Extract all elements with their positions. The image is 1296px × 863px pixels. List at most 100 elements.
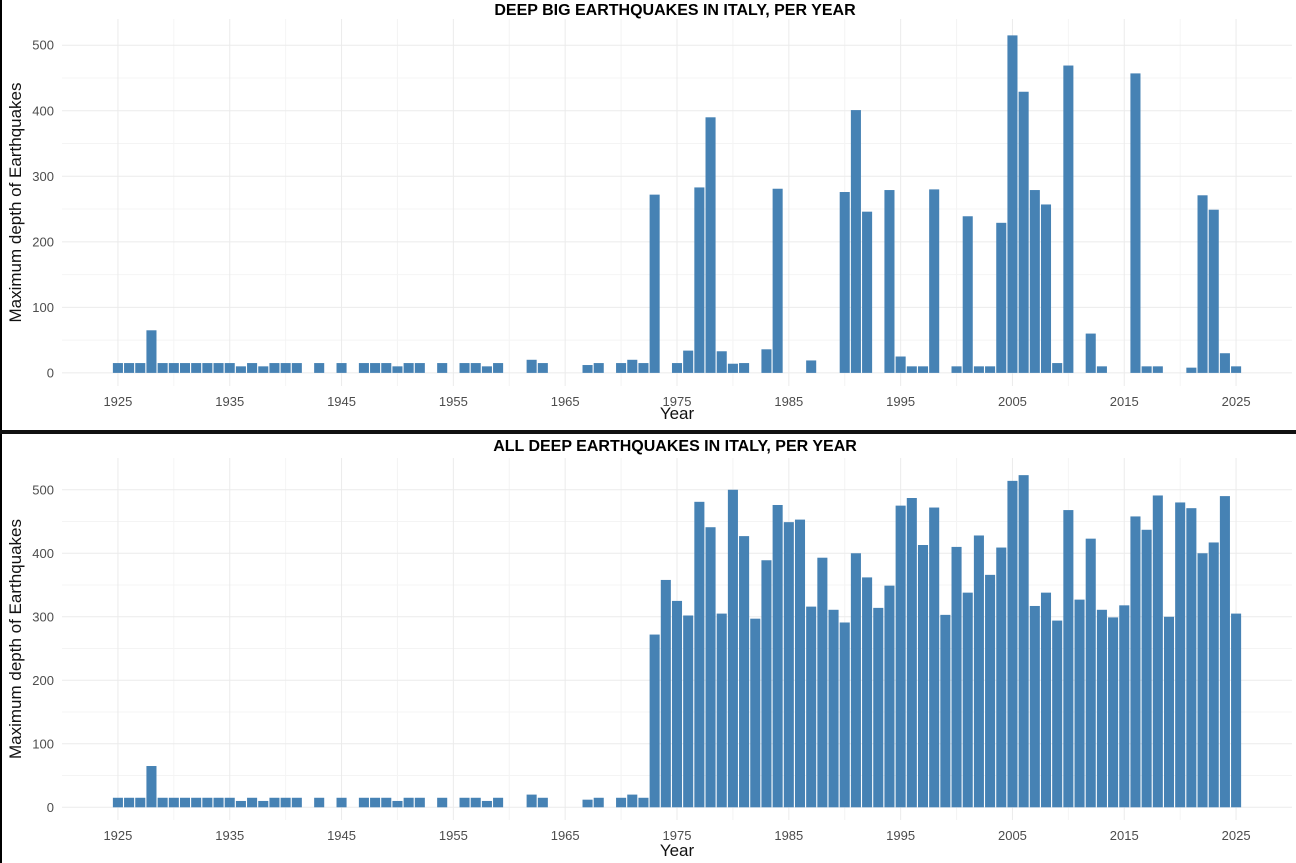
bar: [705, 117, 716, 373]
bar: [403, 797, 414, 808]
bar: [705, 527, 716, 808]
bar: [314, 363, 325, 373]
bar: [459, 797, 470, 808]
bar: [671, 363, 683, 373]
bar: [627, 794, 638, 808]
bar: [437, 797, 448, 808]
x-tick-label: 1985: [774, 828, 803, 843]
bar: [884, 190, 895, 373]
x-tick-label: 1995: [886, 394, 915, 409]
bar: [582, 365, 593, 373]
bar: [358, 797, 369, 808]
bar: [1018, 475, 1029, 808]
bar: [616, 797, 627, 808]
bar: [940, 614, 951, 808]
bar: [1130, 73, 1141, 373]
bar: [627, 359, 638, 373]
y-tick-label: 0: [47, 800, 54, 815]
x-tick-label: 1965: [551, 828, 580, 843]
x-axis-label: Year: [660, 841, 695, 860]
bar: [694, 187, 705, 373]
bar: [392, 800, 403, 808]
bar: [247, 363, 258, 373]
bar: [235, 800, 246, 808]
bar: [481, 366, 492, 373]
bar: [739, 536, 750, 808]
bar: [1219, 353, 1230, 373]
bar: [213, 797, 224, 808]
bar: [638, 363, 649, 373]
bar: [1040, 592, 1052, 808]
chart-panel-bottom: 0 100 200 300 400 500 1925 1935 1945 1955 1965 1975…: [0, 434, 1296, 863]
bar: [1040, 204, 1052, 373]
bar: [772, 504, 783, 808]
bar: [1007, 35, 1018, 373]
bar: [168, 797, 179, 808]
bar: [1119, 605, 1130, 808]
bar: [850, 553, 861, 808]
bar: [403, 363, 414, 373]
x-tick-label: 2025: [1222, 828, 1251, 843]
bar: [985, 366, 996, 373]
bar: [370, 797, 381, 808]
bar: [537, 363, 548, 373]
bar: [1130, 516, 1141, 808]
bar: [358, 363, 369, 373]
x-tick-label: 1935: [215, 394, 244, 409]
bar: [1197, 195, 1208, 373]
bar: [996, 222, 1007, 373]
bar: [314, 797, 325, 808]
x-tick-label: 1935: [215, 828, 244, 843]
bar: [917, 366, 929, 373]
bar: [593, 797, 604, 808]
bar: [1152, 366, 1163, 373]
y-axis-label: Maximum depth of Earthquakes: [6, 82, 25, 322]
bar: [124, 363, 135, 373]
bar: [258, 800, 269, 808]
bar: [459, 363, 470, 373]
bar: [235, 366, 246, 373]
bar: [191, 797, 202, 808]
chart-bottom-svg: 0 100 200 300 400 500 1925 1935 1945 1955 1965 1975…: [6, 438, 1292, 860]
bar: [1231, 366, 1242, 373]
bar: [917, 545, 929, 808]
bar: [1108, 617, 1119, 808]
x-tick-label: 1955: [439, 394, 468, 409]
bar: [202, 797, 213, 808]
bar: [973, 535, 984, 808]
bar: [135, 797, 146, 808]
y-tick-label: 500: [32, 482, 54, 497]
bar: [1085, 333, 1096, 373]
bar: [1152, 495, 1163, 808]
bar: [135, 363, 146, 373]
bar: [124, 797, 135, 808]
bar: [1063, 65, 1074, 373]
bar: [739, 363, 750, 373]
bar: [291, 363, 302, 373]
bar: [1186, 367, 1197, 373]
bar: [850, 110, 861, 373]
bar: [526, 359, 537, 373]
bar: [381, 363, 392, 373]
x-tick-label: 1945: [327, 394, 356, 409]
y-tick-label: 300: [32, 609, 54, 624]
bar: [839, 192, 850, 373]
bar: [761, 560, 772, 808]
x-tick-label: 2015: [1110, 828, 1139, 843]
x-tick-label: 1925: [103, 394, 132, 409]
bar: [537, 797, 548, 808]
bar: [370, 363, 381, 373]
bar: [973, 366, 984, 373]
bar: [526, 794, 537, 808]
bar: [806, 360, 817, 373]
bar: [470, 363, 481, 373]
bar: [794, 519, 806, 808]
bar: [649, 634, 660, 808]
bar: [280, 797, 291, 808]
bar: [381, 797, 392, 808]
bar: [1052, 620, 1063, 808]
bar: [638, 797, 649, 808]
bar: [146, 330, 157, 373]
bar: [862, 577, 873, 808]
bar: [1219, 496, 1230, 808]
